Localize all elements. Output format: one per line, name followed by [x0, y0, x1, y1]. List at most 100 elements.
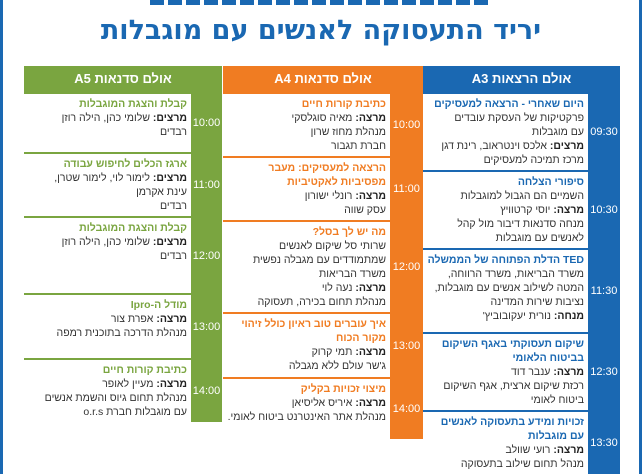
speaker-name: רועי שוולב [505, 444, 551, 456]
session-description: משרד הבריאות, משרד הרווחה, [447, 268, 584, 280]
page-title: יריד התעסוקה לאנשים עם מוגבלות [100, 15, 542, 46]
session: 13:00 איך עוברים טוב ראיון כולל זיהוי מקו… [223, 314, 423, 377]
column-header: אולם סדנאות A4 [223, 66, 423, 92]
speaker-name: שלומי כהן, הילה רוזן [61, 112, 150, 124]
session-time: 13:00 [192, 320, 221, 333]
speaker-role: מרצים: [549, 140, 584, 152]
session-card[interactable]: מודל ה-Ipro מרצה: אפרת צור מנהלת הדרכה בתו… [24, 295, 191, 358]
session-time: 13:00 [392, 339, 421, 352]
session-card[interactable]: זכויות ומידע בתעסוקה לאנשים עם מוגבלות מר… [423, 412, 588, 474]
session-card[interactable]: כתיבת קורות חיים מרצה: מעיין לאופר מנהלת ת… [24, 360, 191, 422]
session-card[interactable]: קבלת והצגת המוגבלות מרצים: שלומי כהן, היל… [24, 94, 191, 152]
column-a3: אולם הרצאות A3 09:30 היום שאחרי - הרצאה ל… [423, 66, 620, 474]
speaker-affiliation: רבדים [159, 126, 187, 138]
session: 11:00 ארגז הכלים לחיפוש עבודה מרצים: לימור… [24, 154, 222, 216]
speaker-name: אלכס וינטראוב, רינת דגן [441, 140, 547, 152]
session-time: 12:30 [590, 366, 618, 378]
speaker-affiliation: עינת אקרמן [136, 186, 187, 198]
schedule-body: 10:00 קבלת והצגת המוגבלות מרצים: שלומי כהן… [24, 92, 222, 422]
speaker-line: מרצה: אפרת צור [28, 312, 187, 326]
speaker-role: מרצה: [553, 204, 584, 216]
speaker-role: מרצה: [355, 346, 386, 358]
speaker-affiliation: מנחה סדנאות דיבור מול קהל [457, 218, 584, 230]
speaker-line: מרצים: שלומי כהן, הילה רוזן [28, 111, 187, 125]
session-description: השמיים הם הגבול למוגבלות [460, 190, 584, 202]
session: 11:00 הרצאה למעסיקים: מעבר מפסיביות לאקטי… [223, 158, 423, 220]
speaker-role: מנחה: [553, 310, 584, 322]
session-card[interactable]: מה יש לך בסל? שרותי סל שיקום לאנשים שמתמוד… [223, 222, 390, 312]
column-a5: אולם סדנאות A5 10:00 קבלת והצגת המוגבלות מ… [24, 66, 222, 422]
speaker-name: לימור לוי, לימור שטרן, [54, 172, 150, 184]
session-time: 09:30 [590, 126, 618, 138]
session: 09:30 היום שאחרי - הרצאה למעסיקים פרקטיקות… [423, 94, 620, 170]
session-card[interactable]: TED הדלת הפתוחה של הממשלה משרד הבריאות, מ… [423, 250, 588, 332]
speaker-role: מרצה: [156, 378, 187, 390]
speaker-affiliation: מנהלת תחום בכירה, תעסוקה [257, 296, 386, 308]
session-card[interactable]: הרצאה למעסיקים: מעבר מפסיביות לאקטיביות מ… [223, 158, 390, 220]
speaker-line: מרצה: איריס אליסיאן [227, 396, 386, 410]
session-description: נציבות שירות המדינה [490, 296, 584, 308]
session-card[interactable]: קבלת והצגת המוגבלות מרצים: שלומי כהן, היל… [24, 218, 191, 293]
speaker-affiliation: מנהל תחום שילוב בתעסוקה [460, 458, 584, 470]
speaker-name: רונלי ישורון [304, 190, 353, 202]
session-title: ארגז הכלים לחיפוש עבודה [63, 158, 187, 170]
session-time: 11:00 [393, 183, 420, 195]
speaker-line: מרצים: שלומי כהן, הילה רוזן [28, 235, 187, 249]
session: 12:00 קבלת והצגת המוגבלות מרצים: שלומי כהן… [24, 218, 222, 293]
session-card[interactable]: היום שאחרי - הרצאה למעסיקים פרקטיקות של ה… [423, 94, 588, 170]
session-title: הרצאה למעסיקים: מעבר מפסיביות לאקטיביות [268, 162, 386, 188]
speaker-line: מרצה: נעה לוי [227, 281, 386, 295]
speaker-name: שלומי כהן, הילה רוזן [61, 236, 150, 248]
speaker-affiliation: מנהלת מחוז שרון [310, 126, 386, 138]
session-description: שרותי סל שיקום לאנשים [279, 240, 386, 252]
session-description: המטה לשילוב אנשים עם מוגבלות, [434, 282, 584, 294]
session: 11:30 TED הדלת הפתוחה של הממשלה משרד הבריא… [423, 250, 620, 332]
session-card[interactable]: שיקום תעסוקתי באגף השיקום בביטוח הלאומי מ… [423, 334, 588, 410]
column-a4: אולם סדנאות A4 10:00 כתיבת קורות חיים מרצה… [223, 66, 423, 439]
session-description: משרד הבריאות [319, 268, 386, 280]
session-time: 10:30 [590, 204, 618, 216]
session: 14:00 כתיבת קורות חיים מרצה: מעיין לאופר מנ… [24, 360, 222, 422]
session: 12:30 שיקום תעסוקתי באגף השיקום בביטוח הל… [423, 334, 620, 410]
session-card[interactable]: איך עוברים טוב ראיון כולל זיהוי מקור הכו… [223, 314, 390, 377]
speaker-affiliation: מנהלת אתר האינטרנט ביטוח לאומי. [227, 411, 386, 423]
cut-off-heading [150, 0, 492, 5]
column-header: אולם סדנאות A5 [24, 66, 222, 92]
speaker-line: מרצה: מאיה סוגלסקי [227, 111, 387, 125]
session-title: מודל ה-Ipro [130, 299, 187, 311]
session: 13:00 מודל ה-Ipro מרצה: אפרת צור מנהלת הדרכ… [24, 295, 222, 358]
speaker-line: מנחה: נורית יעקובוביץ' [427, 309, 584, 323]
speaker-affiliation: חברת תגבור [331, 140, 386, 152]
session: 12:00 מה יש לך בסל? שרותי סל שיקום לאנשים ש… [223, 222, 423, 312]
session-time: 11:00 [193, 179, 220, 191]
session-title: קבלת והצגת המוגבלות [79, 98, 187, 110]
session-time: 10:00 [392, 119, 421, 131]
session-title: מה יש לך בסל? [312, 226, 386, 238]
session: 10:30 סיפורי הצלחה השמיים הם הגבול למוגבלו… [423, 172, 620, 248]
session: 13:30 זכויות ומידע בתעסוקה לאנשים עם מוגב… [423, 412, 620, 474]
speaker-name: מאיה סוגלסקי [291, 112, 353, 124]
speaker-affiliation: רכזת שיקום ארצית, אגף השיקום [443, 380, 584, 392]
session-title: כתיבת קורות חיים [102, 364, 187, 376]
speaker-role: מרצה: [156, 313, 187, 325]
session-title: כתיבת קורות חיים [301, 98, 386, 110]
speaker-line: מרצה: ענבר דוד [427, 365, 584, 379]
session-card[interactable]: מיצוי זכויות בקליק מרצה: איריס אליסיאן מנה… [223, 379, 390, 439]
column-header: אולם הרצאות A3 [423, 66, 620, 92]
session: 10:00 קבלת והצגת המוגבלות מרצים: שלומי כהן… [24, 94, 222, 152]
session-card[interactable]: ארגז הכלים לחיפוש עבודה מרצים: לימור לוי,… [24, 154, 191, 216]
speaker-affiliation: מנהלת הדרכה בתוכנית רמפה [56, 327, 187, 339]
session-card[interactable]: סיפורי הצלחה השמיים הם הגבול למוגבלות מרצה… [423, 172, 588, 248]
speaker-role: מרצה: [355, 282, 386, 294]
speaker-line: מרצה: מעיין לאופר [28, 377, 187, 391]
speaker-affiliation: מרכז תמיכה למעסיקים [483, 154, 584, 166]
speaker-name: איריס אליסיאן [291, 397, 353, 409]
speaker-role: מרצה: [553, 366, 584, 378]
speaker-role: מרצים: [152, 112, 187, 124]
speaker-role: מרצה: [553, 444, 584, 456]
session-card[interactable]: כתיבת קורות חיים מרצה: מאיה סוגלסקי מנהלת … [223, 94, 390, 156]
session-time: 12:00 [192, 249, 221, 262]
speaker-role: מרצה: [355, 112, 386, 124]
speaker-role: מרצים: [152, 236, 187, 248]
